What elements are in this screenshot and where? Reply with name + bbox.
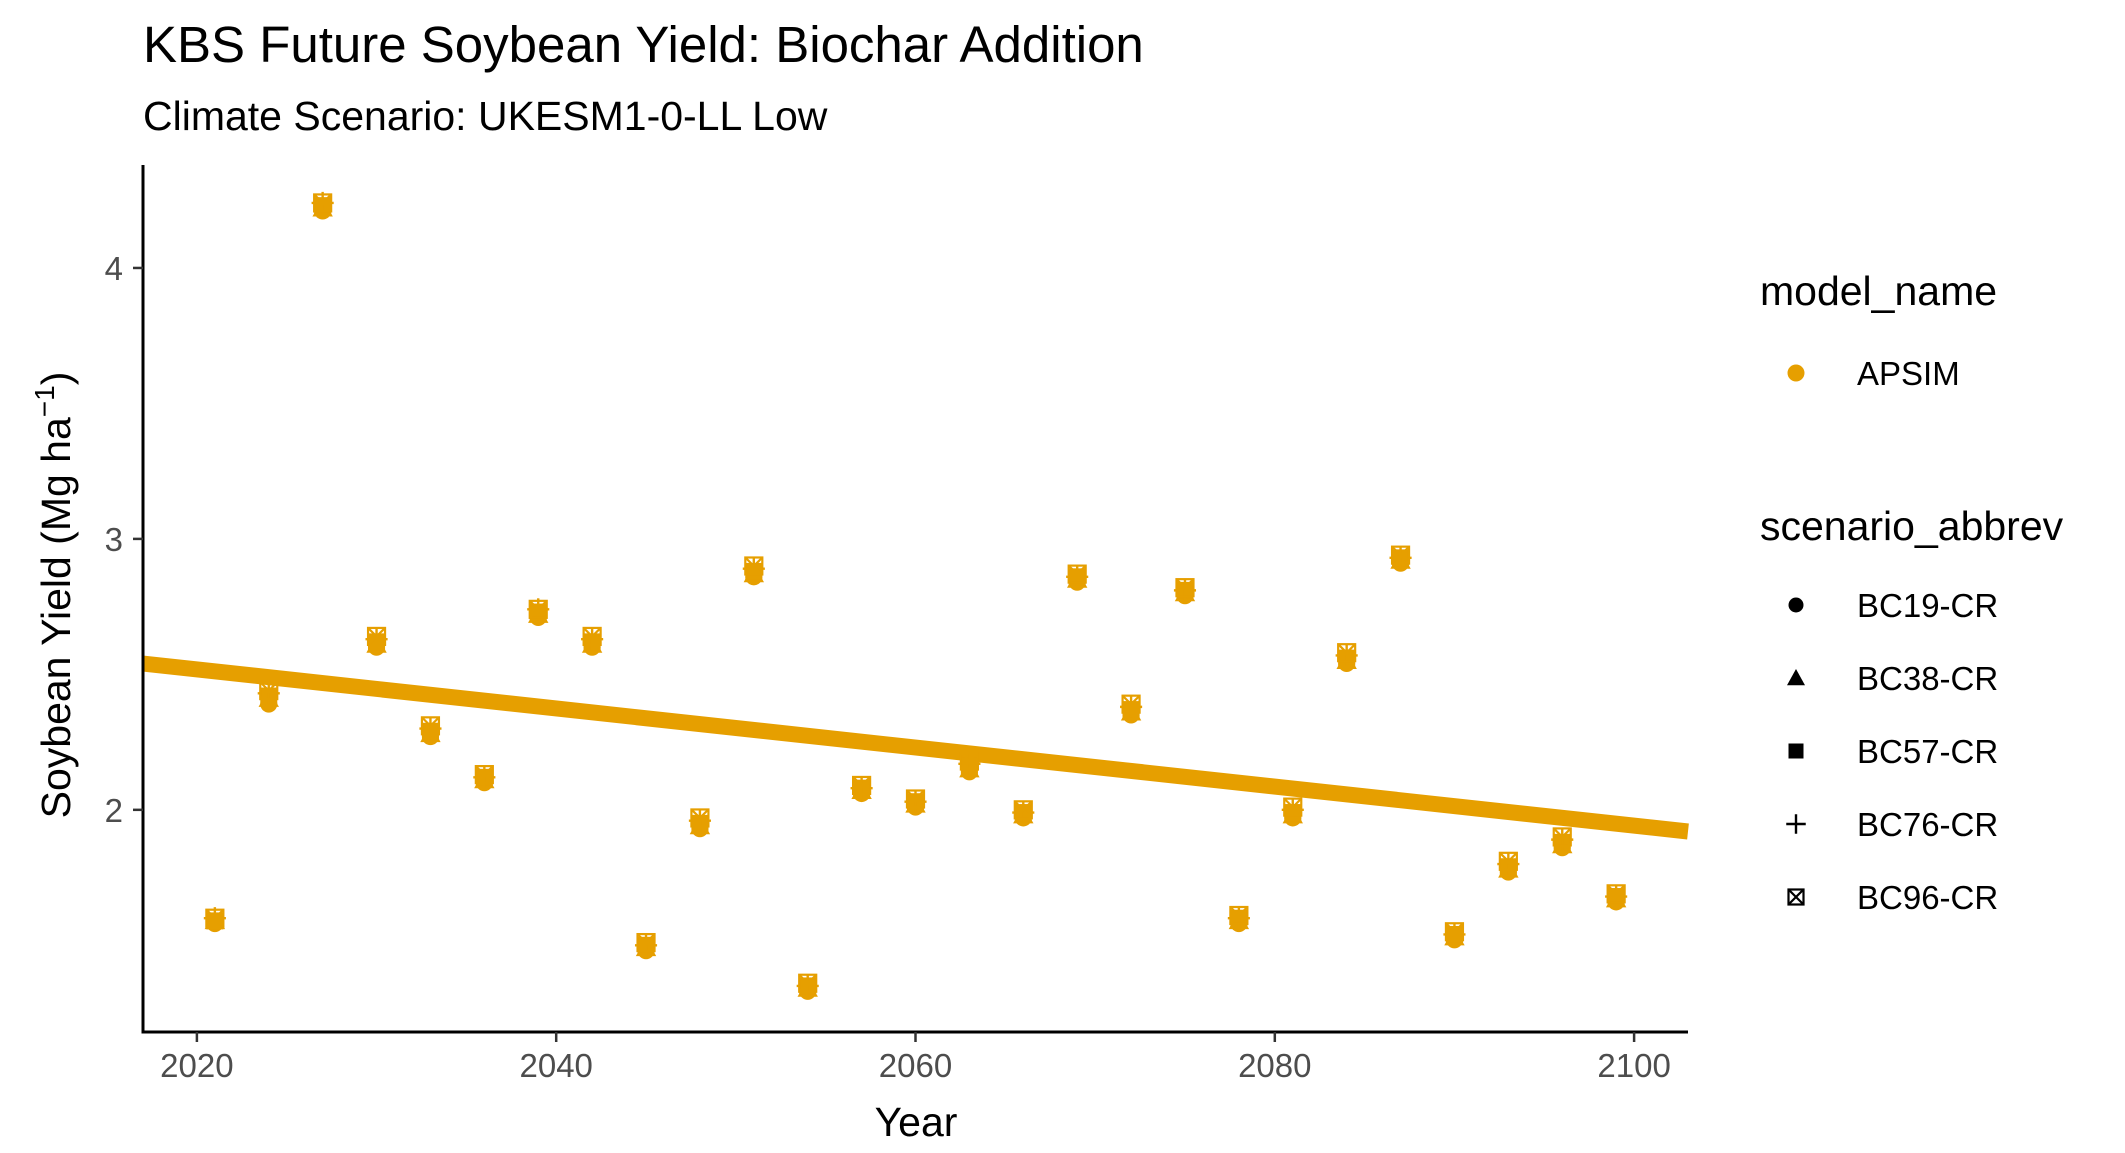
data-point (1283, 797, 1303, 817)
data-point (958, 752, 981, 775)
data-point (1281, 798, 1304, 821)
legend-label-apsim: APSIM (1857, 355, 1960, 392)
data-point (528, 599, 548, 619)
data-point (419, 717, 442, 740)
x-tick-label: 2100 (1597, 1047, 1670, 1084)
data-point (1175, 578, 1195, 598)
legend-key-apsim (1787, 364, 1805, 382)
y-axis-title-superscript: −1 (29, 385, 60, 417)
series-bc96-cr (205, 193, 1626, 993)
series-bc19-cr (206, 202, 1625, 1000)
x-tick-label: 2080 (1238, 1047, 1311, 1084)
data-point (366, 626, 387, 647)
legend-key-bc38-cr (1787, 669, 1805, 686)
data-point (905, 789, 926, 809)
data-point (473, 766, 496, 789)
y-axis-ticks: 2 3 4 (105, 250, 143, 829)
data-point (688, 809, 711, 832)
data-point (581, 628, 604, 651)
data-point (744, 556, 764, 576)
y-axis-title-close: ) (33, 372, 79, 386)
series-bc57-cr (206, 197, 1625, 995)
data-point (850, 777, 873, 800)
y-axis-title: Soybean Yield (Mg ha−1) (29, 372, 79, 819)
legend-label-bc19-cr: BC19-CR (1857, 587, 1998, 624)
data-point (690, 808, 710, 828)
data-point (959, 751, 979, 771)
data-point (205, 908, 225, 928)
data-point (1227, 907, 1250, 930)
data-point (1066, 565, 1089, 588)
data-point (1497, 852, 1520, 876)
data-point (1606, 884, 1626, 904)
data-point (852, 775, 872, 796)
data-point (634, 934, 658, 957)
y-tick-label: 2 (105, 792, 123, 829)
data-point (1389, 546, 1412, 569)
chart-subtitle: Climate Scenario: UKESM1-0-LL Low (143, 93, 828, 139)
legend-key-bc19-cr (1788, 597, 1804, 613)
data-point (796, 974, 819, 997)
data-point (1229, 905, 1249, 926)
data-point (904, 790, 927, 813)
legend-label-bc57-cr: BC57-CR (1857, 733, 1998, 770)
legend-label-bc76-cr: BC76-CR (1857, 806, 1998, 843)
legend-color-items: APSIM (1787, 355, 1960, 392)
data-point (798, 973, 818, 993)
data-point (1013, 800, 1033, 820)
legend: model_name APSIM scenario_abbrev BC19-CR… (1760, 268, 2064, 916)
data-point (1121, 694, 1141, 714)
x-axis-title: Year (875, 1099, 958, 1145)
plot-area (142, 191, 1689, 1000)
legend-title-model-name: model_name (1760, 268, 1997, 314)
data-point (742, 557, 765, 580)
data-point (1012, 801, 1035, 824)
data-point (1335, 644, 1358, 667)
data-point (1552, 827, 1572, 847)
legend-key-bc57-cr (1788, 743, 1804, 759)
data-point (313, 193, 333, 213)
data-point (1337, 643, 1357, 663)
trend-line (142, 655, 1689, 840)
data-point (1605, 885, 1628, 908)
x-tick-label: 2060 (879, 1047, 952, 1084)
series-bc76-cr (203, 191, 1628, 997)
data-point (1498, 851, 1518, 871)
data-point (420, 716, 441, 736)
data-point (582, 626, 602, 647)
data-point (1120, 695, 1143, 718)
legend-label-bc38-cr: BC38-CR (1857, 660, 1998, 697)
data-point (1173, 579, 1197, 602)
legend-label-bc96-cr: BC96-CR (1857, 879, 1998, 916)
y-tick-label: 3 (105, 521, 123, 558)
y-axis-title-main: Soybean Yield (Mg ha (33, 417, 79, 818)
data-point (1444, 922, 1465, 942)
legend-title-scenario-abbrev: scenario_abbrev (1760, 503, 2064, 549)
legend-shape-items: BC19-CR BC38-CR BC57-CR BC76-CR BC96-CR (1786, 587, 1998, 916)
data-point (1390, 545, 1411, 565)
legend-key-bc76-cr (1786, 814, 1806, 834)
chart-title: KBS Future Soybean Yield: Biochar Additi… (143, 16, 1144, 73)
data-point (259, 681, 279, 701)
x-tick-label: 2020 (160, 1047, 233, 1084)
series-bc38-cr (204, 198, 1627, 997)
data-point (1551, 828, 1574, 851)
y-tick-label: 4 (105, 250, 123, 287)
data-point (474, 765, 494, 785)
x-axis-ticks: 2020 2040 2060 2080 2100 (160, 1032, 1671, 1084)
data-point (1067, 564, 1087, 584)
data-point (1443, 923, 1466, 946)
data-point (636, 932, 656, 953)
x-tick-label: 2040 (519, 1047, 592, 1084)
data-point (365, 628, 388, 651)
data-point (257, 682, 280, 705)
legend-key-bc96-cr (1787, 888, 1805, 906)
